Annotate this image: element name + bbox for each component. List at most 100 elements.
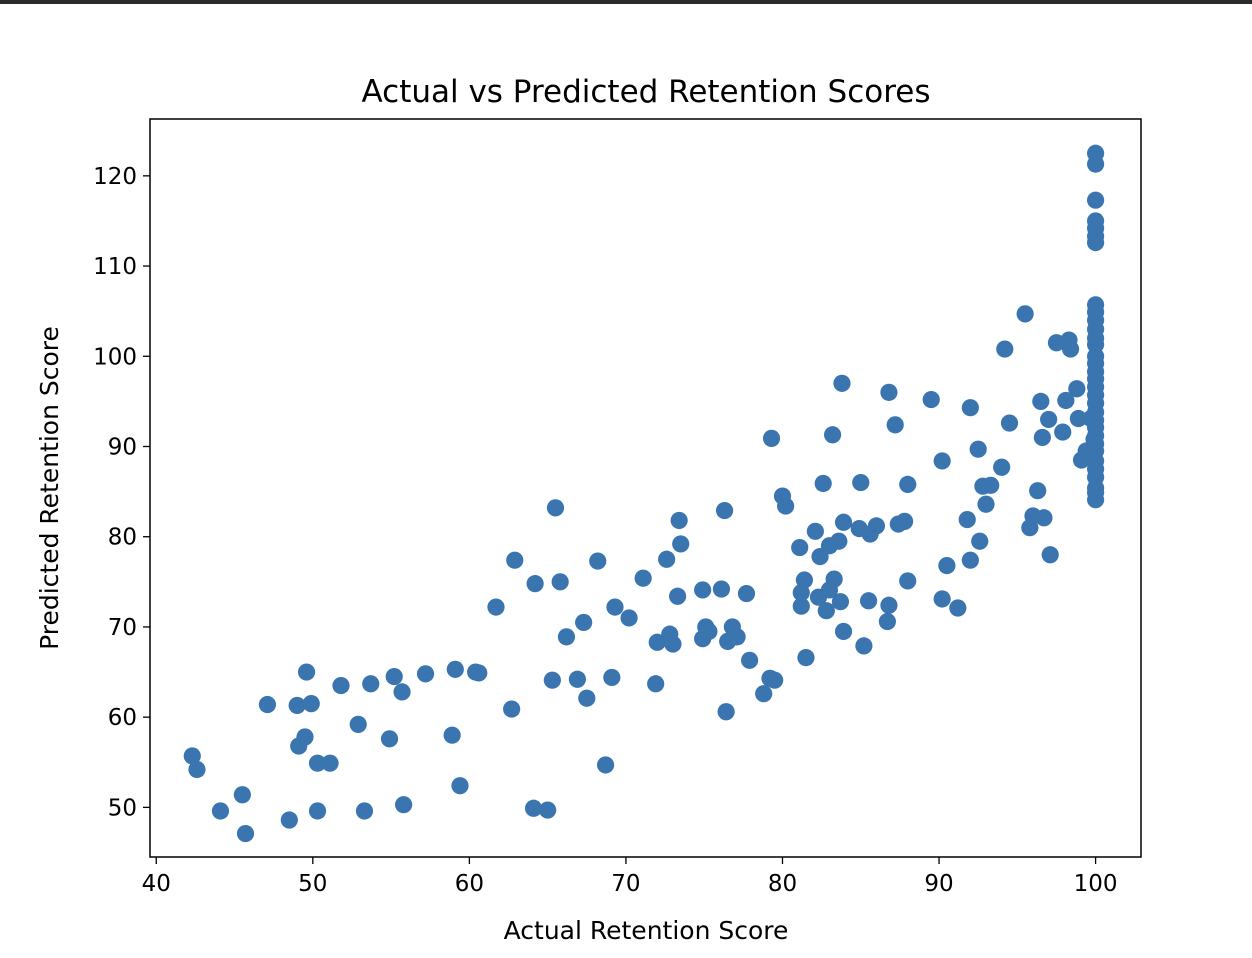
y-tick-label: 100 [93,344,137,370]
data-point [211,802,230,820]
data-point [603,668,621,687]
data-point [1032,392,1050,410]
data-point [236,824,255,843]
data-point [977,495,995,513]
data-point [795,571,814,589]
data-point [297,663,316,681]
data-point [880,383,898,401]
data-point [961,551,979,569]
data-point [958,510,976,529]
data-point [395,796,413,814]
data-point [308,802,327,820]
data-point [833,374,851,392]
data-point [817,602,835,620]
data-point [183,747,201,765]
data-point [393,683,411,701]
data-point [672,535,690,553]
data-point [896,512,914,530]
data-point [380,730,399,748]
x-tick-label: 100 [1074,871,1118,897]
data-point [859,592,878,610]
data-point [1086,491,1105,509]
data-point [296,728,314,746]
data-point [852,473,870,492]
data-point [664,635,682,653]
data-point [526,575,544,593]
data-point [546,499,565,517]
data-point [658,550,676,568]
data-point [922,390,940,409]
data-point [446,660,464,678]
data-point [1057,391,1075,410]
data-point [996,340,1014,358]
x-axis-ticks: 40 50 60 70 80 90 100 [142,857,1118,897]
data-point [470,664,488,682]
data-point [575,613,593,632]
data-point [982,476,1000,494]
data-point [834,513,853,531]
data-point [880,596,898,614]
data-point [416,665,435,683]
data-point [302,695,320,713]
data-point [755,685,773,703]
y-axis-label: Predicted Retention Score [35,326,64,650]
data-point [867,517,886,535]
y-tick-label: 110 [93,254,137,280]
window-top-border [0,0,1252,4]
data-point [188,760,206,779]
data-point [443,726,461,744]
data-point [1086,234,1105,252]
data-point [899,475,917,493]
data-point [712,580,731,598]
y-axis-ticks: 50 60 70 80 90 100 110 120 [93,164,150,821]
data-point [933,590,951,608]
data-point [1069,409,1087,428]
data-point [332,676,350,695]
x-tick-label: 90 [924,871,953,897]
data-point [899,572,917,590]
data-point [969,440,987,458]
data-point [1068,380,1086,398]
data-point [670,511,688,530]
data-point [741,651,759,669]
data-point [503,700,521,718]
data-point [551,573,569,591]
data-point [288,696,306,715]
data-point [1086,155,1105,173]
data-point [524,799,543,817]
data-point [647,675,665,693]
data-point [1054,423,1072,441]
data-point [1016,305,1034,323]
data-point [886,416,904,434]
data-point [949,599,967,617]
x-tick-label: 40 [142,871,171,897]
y-tick-label: 80 [108,525,137,551]
data-point [258,695,277,714]
data-point [280,811,298,829]
y-tick-label: 60 [108,705,137,731]
data-point [700,622,718,641]
y-tick-label: 120 [93,164,137,190]
x-tick-label: 60 [455,871,484,897]
data-point [1040,410,1058,429]
data-point [1033,428,1051,447]
data-point [543,671,561,689]
data-point [717,703,735,721]
data-point [855,637,873,655]
data-point [233,786,251,804]
x-axis-label: Actual Retention Score [504,916,789,945]
data-point [823,426,842,444]
data-point [362,675,380,693]
data-point [993,458,1011,476]
data-point [1035,509,1053,527]
data-point [349,715,367,733]
data-point [385,667,403,686]
data-point [777,497,795,515]
y-tick-label: 70 [108,615,137,641]
x-tick-label: 80 [768,871,797,897]
data-point [797,649,815,667]
data-point [971,532,989,550]
data-point [766,671,784,689]
data-point [487,598,505,616]
data-point [1000,414,1019,432]
